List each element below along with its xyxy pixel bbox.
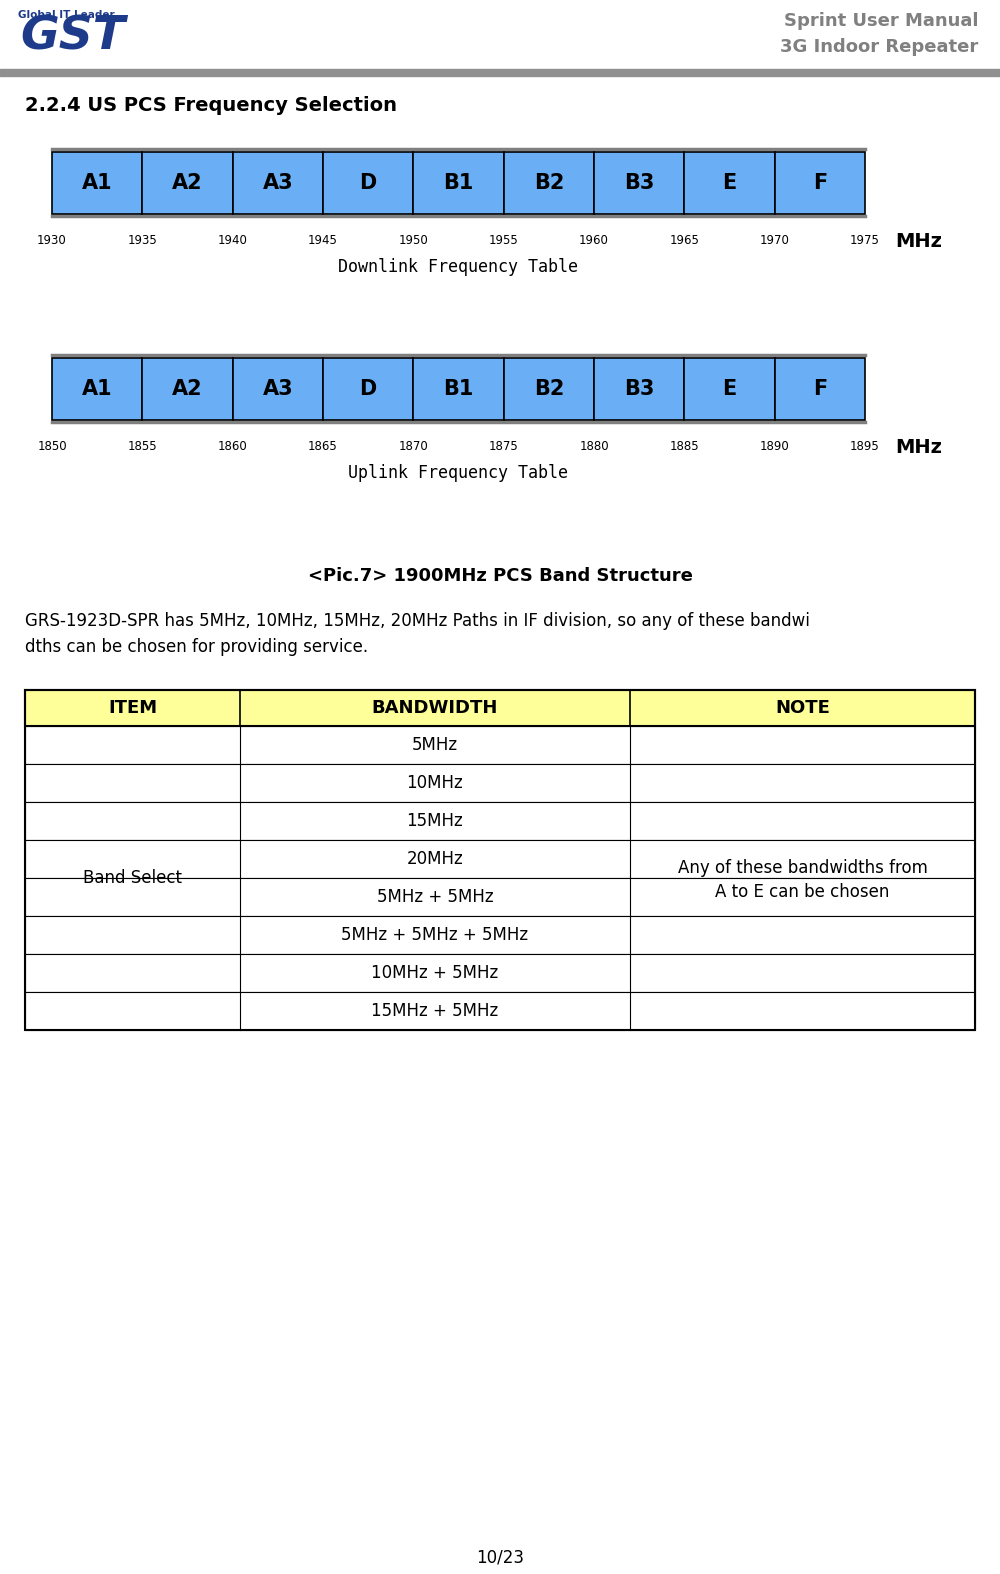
Bar (233, 357, 323, 420)
Text: GST: GST (20, 14, 125, 58)
Bar (25, 803, 975, 841)
Text: Uplink Frequency Table: Uplink Frequency Table (349, 464, 568, 482)
Text: 15MHz + 5MHz: 15MHz + 5MHz (371, 1003, 499, 1020)
Text: 20MHz: 20MHz (407, 850, 463, 867)
Text: 1850: 1850 (37, 441, 67, 453)
Text: B1: B1 (443, 379, 474, 398)
Text: 3G Indoor Repeater: 3G Indoor Repeater (780, 38, 978, 57)
Text: 1930: 1930 (37, 235, 67, 247)
Text: D: D (360, 173, 377, 194)
Bar (25, 726, 975, 763)
Bar (25, 841, 975, 878)
Text: Sprint User Manual: Sprint User Manual (784, 13, 978, 30)
Text: GRS-1923D-SPR has 5MHz, 10MHz, 15MHz, 20MHz Paths in IF division, so any of thes: GRS-1923D-SPR has 5MHz, 10MHz, 15MHz, 20… (25, 612, 810, 630)
Text: MHz: MHz (895, 438, 942, 456)
Text: <Pic.7> 1900MHz PCS Band Structure: <Pic.7> 1900MHz PCS Band Structure (308, 567, 692, 586)
Bar (25, 954, 975, 992)
Text: B2: B2 (534, 379, 564, 398)
Text: A2: A2 (172, 379, 203, 398)
Text: 1860: 1860 (218, 441, 248, 453)
Text: B3: B3 (624, 173, 654, 194)
Text: Any of these bandwidths from: Any of these bandwidths from (678, 859, 927, 877)
Text: 1855: 1855 (128, 441, 157, 453)
Text: B3: B3 (624, 379, 654, 398)
Bar (504, 153, 594, 214)
Text: ITEM: ITEM (108, 699, 157, 718)
Text: 5MHz: 5MHz (412, 737, 458, 754)
Text: 10MHz + 5MHz: 10MHz + 5MHz (371, 963, 499, 982)
Text: A1: A1 (82, 173, 112, 194)
Bar (25, 916, 975, 954)
Bar (25, 689, 975, 1029)
Text: 1950: 1950 (398, 235, 428, 247)
Text: 1955: 1955 (489, 235, 519, 247)
Text: A1: A1 (82, 379, 112, 398)
Bar (504, 357, 594, 420)
Bar (0, 69, 1000, 76)
Bar (594, 153, 684, 214)
Text: 1965: 1965 (669, 235, 699, 247)
Text: 1885: 1885 (670, 441, 699, 453)
Text: 1870: 1870 (398, 441, 428, 453)
Text: F: F (813, 379, 827, 398)
Text: 1865: 1865 (308, 441, 338, 453)
Bar (25, 689, 975, 726)
Text: Global IT Leader: Global IT Leader (18, 9, 115, 20)
Bar (594, 357, 684, 420)
Text: 1945: 1945 (308, 235, 338, 247)
Bar (684, 153, 775, 214)
Text: A3: A3 (263, 173, 293, 194)
Bar (684, 357, 775, 420)
Text: 2.2.4 US PCS Frequency Selection: 2.2.4 US PCS Frequency Selection (25, 96, 397, 115)
Text: BANDWIDTH: BANDWIDTH (372, 699, 498, 718)
Bar (52, 153, 142, 214)
Text: B1: B1 (443, 173, 474, 194)
Text: A2: A2 (172, 173, 203, 194)
Text: Band Select: Band Select (83, 869, 182, 888)
Text: 5MHz + 5MHz + 5MHz: 5MHz + 5MHz + 5MHz (341, 926, 529, 944)
Text: 10/23: 10/23 (476, 1547, 524, 1566)
Bar (52, 357, 142, 420)
Bar (413, 153, 504, 214)
Text: E: E (722, 379, 737, 398)
Text: dths can be chosen for providing service.: dths can be chosen for providing service… (25, 637, 368, 656)
Text: 1895: 1895 (850, 441, 880, 453)
Text: 10MHz: 10MHz (407, 774, 463, 792)
Bar (25, 992, 975, 1029)
Text: 1880: 1880 (579, 441, 609, 453)
Bar (775, 153, 865, 214)
Text: E: E (722, 173, 737, 194)
Text: NOTE: NOTE (775, 699, 830, 718)
Text: D: D (360, 379, 377, 398)
Bar (323, 357, 413, 420)
Text: 5MHz + 5MHz: 5MHz + 5MHz (377, 888, 493, 907)
Bar (142, 153, 233, 214)
Bar (775, 357, 865, 420)
Bar (25, 763, 975, 803)
Text: 1890: 1890 (760, 441, 790, 453)
Text: 1875: 1875 (489, 441, 519, 453)
Text: Downlink Frequency Table: Downlink Frequency Table (338, 258, 578, 275)
Text: MHz: MHz (895, 231, 942, 250)
Text: 1970: 1970 (760, 235, 790, 247)
Bar (413, 357, 504, 420)
Text: A to E can be chosen: A to E can be chosen (715, 883, 890, 900)
Text: 1940: 1940 (218, 235, 248, 247)
Bar (25, 878, 975, 916)
Text: 15MHz: 15MHz (407, 812, 463, 829)
Text: B2: B2 (534, 173, 564, 194)
Bar (323, 153, 413, 214)
Text: 1960: 1960 (579, 235, 609, 247)
Text: A3: A3 (263, 379, 293, 398)
Bar (233, 153, 323, 214)
Text: F: F (813, 173, 827, 194)
Bar (142, 357, 233, 420)
Text: 1975: 1975 (850, 235, 880, 247)
Text: 1935: 1935 (127, 235, 157, 247)
